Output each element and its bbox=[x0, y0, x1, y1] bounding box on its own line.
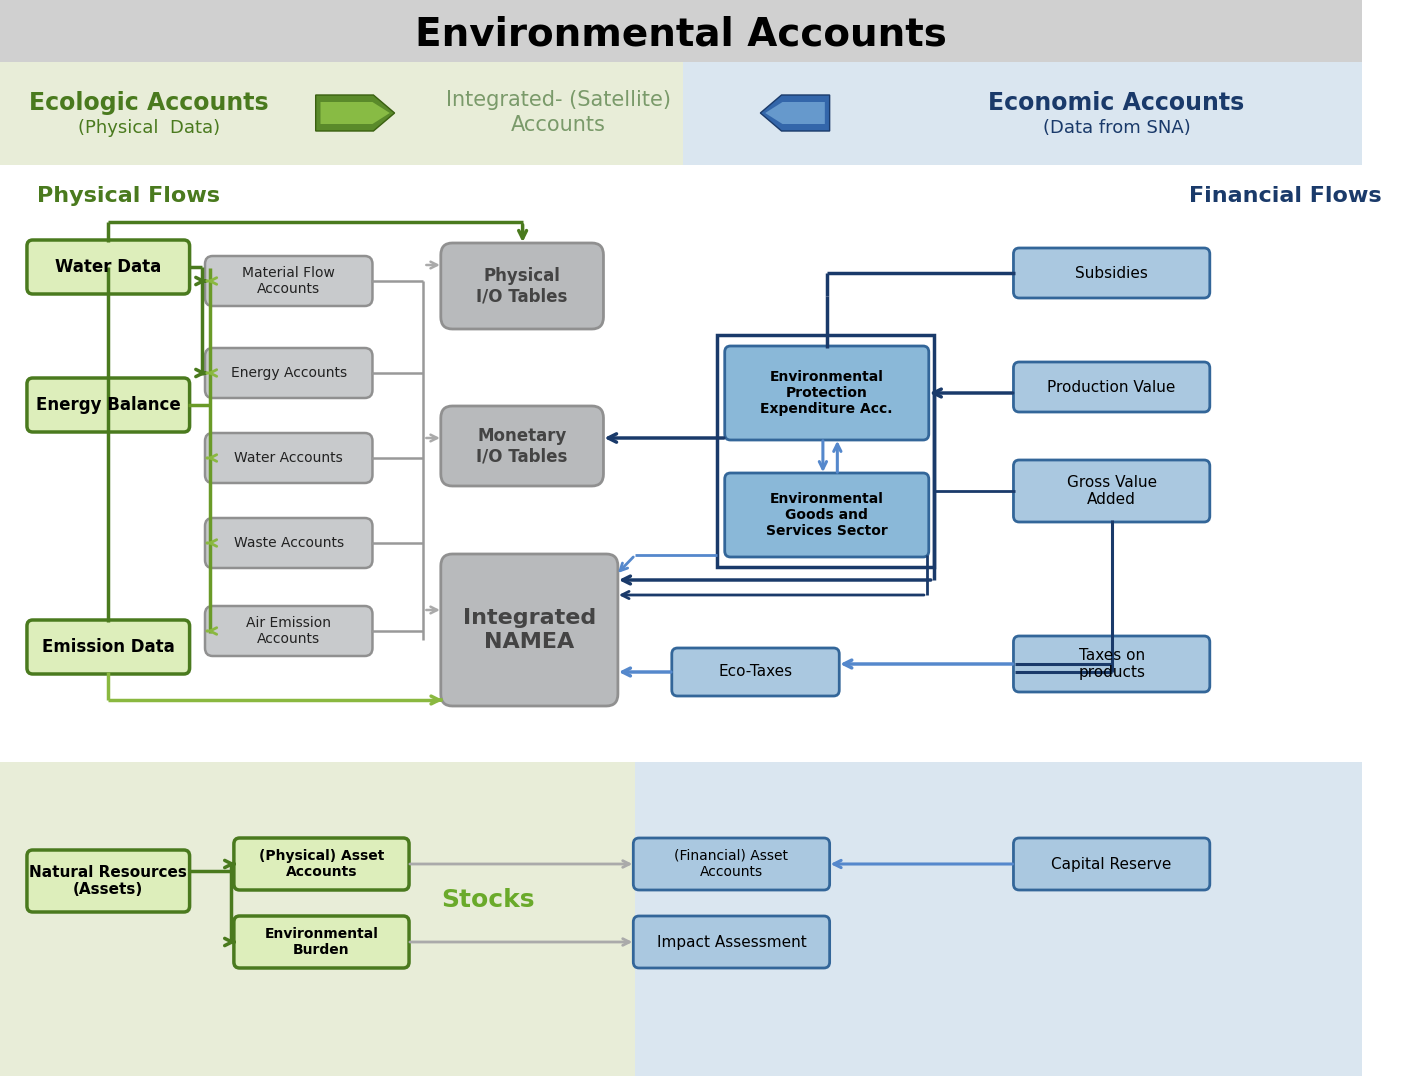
Text: Capital Reserve: Capital Reserve bbox=[1051, 856, 1172, 872]
Text: Water Data: Water Data bbox=[55, 258, 161, 277]
FancyBboxPatch shape bbox=[205, 606, 372, 656]
Text: Integrated- (Satellite): Integrated- (Satellite) bbox=[446, 90, 671, 110]
Text: Taxes on
products: Taxes on products bbox=[1078, 648, 1145, 680]
Bar bbox=[683, 62, 1361, 165]
FancyBboxPatch shape bbox=[205, 256, 372, 306]
Bar bbox=[0, 165, 1361, 762]
Text: Impact Assessment: Impact Assessment bbox=[657, 934, 807, 949]
Text: (Physical  Data): (Physical Data) bbox=[78, 119, 221, 137]
Text: Production Value: Production Value bbox=[1047, 380, 1176, 395]
Text: (Data from SNA): (Data from SNA) bbox=[1043, 119, 1190, 137]
FancyBboxPatch shape bbox=[724, 346, 928, 440]
Text: Subsidies: Subsidies bbox=[1075, 266, 1148, 281]
Text: Accounts: Accounts bbox=[511, 115, 606, 134]
FancyBboxPatch shape bbox=[724, 473, 928, 557]
FancyBboxPatch shape bbox=[672, 648, 839, 696]
Text: Environmental Accounts: Environmental Accounts bbox=[415, 15, 947, 53]
Text: Environmental
Burden: Environmental Burden bbox=[265, 926, 378, 957]
Text: (Financial) Asset
Accounts: (Financial) Asset Accounts bbox=[675, 849, 788, 879]
Bar bbox=[0, 762, 635, 1076]
Text: Financial Flows: Financial Flows bbox=[1189, 186, 1381, 206]
FancyBboxPatch shape bbox=[1013, 838, 1210, 890]
FancyBboxPatch shape bbox=[205, 433, 372, 483]
Text: (Physical) Asset
Accounts: (Physical) Asset Accounts bbox=[259, 849, 383, 879]
Text: Natural Resources
(Assets): Natural Resources (Assets) bbox=[30, 865, 187, 897]
Text: Energy Accounts: Energy Accounts bbox=[231, 366, 347, 380]
Text: Environmental
Goods and
Services Sector: Environmental Goods and Services Sector bbox=[766, 492, 887, 538]
FancyBboxPatch shape bbox=[441, 554, 618, 706]
Text: Water Accounts: Water Accounts bbox=[235, 451, 342, 465]
Text: Energy Balance: Energy Balance bbox=[35, 396, 181, 414]
FancyBboxPatch shape bbox=[27, 378, 190, 431]
FancyBboxPatch shape bbox=[233, 838, 409, 890]
FancyArrow shape bbox=[760, 95, 829, 131]
FancyArrow shape bbox=[766, 102, 825, 124]
FancyBboxPatch shape bbox=[634, 916, 829, 968]
FancyBboxPatch shape bbox=[441, 406, 603, 486]
FancyBboxPatch shape bbox=[27, 850, 190, 912]
FancyArrow shape bbox=[321, 102, 389, 124]
Bar bbox=[0, 0, 1361, 62]
Text: Physical Flows: Physical Flows bbox=[37, 186, 219, 206]
Bar bbox=[717, 335, 934, 567]
Bar bbox=[0, 62, 683, 165]
FancyBboxPatch shape bbox=[27, 240, 190, 294]
FancyBboxPatch shape bbox=[233, 916, 409, 968]
Bar bbox=[635, 762, 1361, 1076]
Text: Material Flow
Accounts: Material Flow Accounts bbox=[242, 266, 335, 296]
Text: Physical
I/O Tables: Physical I/O Tables bbox=[477, 267, 567, 306]
Text: Environmental
Protection
Expenditure Acc.: Environmental Protection Expenditure Acc… bbox=[760, 370, 893, 416]
Text: Integrated
NAMEA: Integrated NAMEA bbox=[463, 608, 596, 652]
Text: Monetary
I/O Tables: Monetary I/O Tables bbox=[477, 426, 567, 466]
Text: Ecologic Accounts: Ecologic Accounts bbox=[30, 91, 269, 115]
FancyBboxPatch shape bbox=[634, 838, 829, 890]
Text: Gross Value
Added: Gross Value Added bbox=[1067, 475, 1156, 507]
Text: Waste Accounts: Waste Accounts bbox=[233, 536, 344, 550]
Text: Eco-Taxes: Eco-Taxes bbox=[719, 665, 792, 680]
FancyBboxPatch shape bbox=[205, 348, 372, 398]
FancyBboxPatch shape bbox=[1013, 247, 1210, 298]
FancyBboxPatch shape bbox=[441, 243, 603, 329]
FancyBboxPatch shape bbox=[27, 620, 190, 674]
Text: Emission Data: Emission Data bbox=[42, 638, 174, 656]
FancyArrow shape bbox=[316, 95, 395, 131]
Text: Economic Accounts: Economic Accounts bbox=[988, 91, 1245, 115]
Text: Air Emission
Accounts: Air Emission Accounts bbox=[246, 615, 331, 646]
Text: Stocks: Stocks bbox=[441, 888, 535, 912]
FancyBboxPatch shape bbox=[1013, 636, 1210, 692]
FancyBboxPatch shape bbox=[1013, 461, 1210, 522]
FancyBboxPatch shape bbox=[205, 518, 372, 568]
FancyBboxPatch shape bbox=[1013, 362, 1210, 412]
